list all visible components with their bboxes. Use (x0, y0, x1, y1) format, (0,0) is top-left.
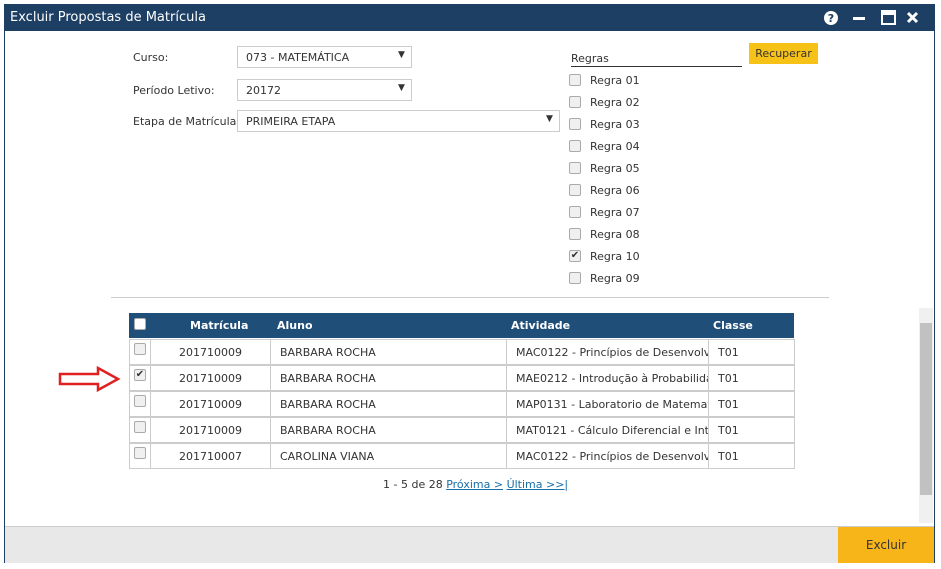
rule-checkbox[interactable] (569, 118, 581, 130)
select-arrow: ▼ (398, 50, 405, 60)
field-label: Etapa de Matrícula: (133, 115, 241, 128)
field-label: Curso: (133, 51, 169, 64)
table-cell: T01 (708, 339, 795, 365)
table-cell: T01 (708, 391, 795, 417)
row-checkbox[interactable] (134, 421, 146, 433)
minimize-button[interactable] (853, 17, 865, 20)
table-cell: BARBARA ROCHA (270, 365, 507, 391)
window-controls: ? (824, 10, 919, 25)
rule-label: Regra 07 (590, 206, 640, 219)
table-cell: T01 (708, 365, 795, 391)
table-cell: MAT0121 - Cálculo Diferencial e Integra (506, 417, 709, 443)
row-checkbox[interactable]: ✔ (134, 369, 146, 381)
table-header (129, 313, 794, 338)
separator (111, 297, 829, 298)
recover-button[interactable]: Recuperar (749, 43, 818, 64)
column-header: Classe (713, 319, 753, 332)
rule-label: Regra 10 (590, 250, 640, 263)
table-cell: MAC0122 - Princípios de Desenvolvimer (506, 339, 709, 365)
select-arrow: ▼ (398, 83, 405, 93)
select[interactable]: 20172 (237, 79, 412, 101)
footer (5, 526, 934, 563)
rule-checkbox[interactable]: ✔ (569, 250, 581, 262)
help-button[interactable] (824, 11, 838, 25)
table-cell: 201710007 (150, 443, 271, 469)
rule-checkbox[interactable] (569, 162, 581, 174)
delete-button[interactable]: Excluir (838, 527, 934, 563)
column-header: Atividade (511, 319, 571, 332)
table-cell: BARBARA ROCHA (270, 391, 507, 417)
rule-label: Regra 05 (590, 162, 640, 175)
table-cell: 201710009 (150, 417, 271, 443)
rule-label: Regra 06 (590, 184, 640, 197)
select[interactable]: PRIMEIRA ETAPA (237, 110, 560, 132)
column-header: Aluno (277, 319, 313, 332)
rule-checkbox[interactable] (569, 206, 581, 218)
scrollbar-thumb[interactable] (920, 323, 932, 495)
rule-checkbox[interactable] (569, 228, 581, 240)
field-label: Período Letivo: (133, 84, 215, 97)
rule-label: Regra 02 (590, 96, 640, 109)
table-cell: BARBARA ROCHA (270, 339, 507, 365)
table-cell: MAC0122 - Princípios de Desenvolvimer (506, 443, 709, 469)
svg-text:?: ? (828, 12, 834, 25)
title-bar: Excluir Propostas de Matrícula (4, 4, 935, 31)
rule-checkbox[interactable] (569, 74, 581, 86)
table-cell: 201710009 (150, 365, 271, 391)
pagination: 1 - 5 de 28 Próxima > Última >>| (383, 478, 568, 491)
table-cell: BARBARA ROCHA (270, 417, 507, 443)
table-cell: T01 (708, 417, 795, 443)
rule-label: Regra 03 (590, 118, 640, 131)
rule-checkbox[interactable] (569, 272, 581, 284)
table-cell: MAE0212 - Introdução à Probabilidade e (506, 365, 709, 391)
close-button[interactable] (906, 11, 919, 24)
rule-checkbox[interactable] (569, 96, 581, 108)
table-cell: MAP0131 - Laboratorio de Matematica A (506, 391, 709, 417)
next-link[interactable]: Próxima > (446, 478, 504, 491)
last-link[interactable]: Última >>| (506, 478, 569, 491)
rule-label: Regra 04 (590, 140, 640, 153)
rule-label: Regra 09 (590, 272, 640, 285)
column-header: Matrícula (190, 319, 249, 332)
table-cell: 201710009 (150, 391, 271, 417)
row-checkbox[interactable] (134, 395, 146, 407)
window-title: Excluir Propostas de Matrícula (10, 10, 206, 25)
red-arrow (58, 366, 121, 392)
select[interactable]: 073 - MATEMÁTICA (237, 46, 412, 68)
table-cell: CAROLINA VIANA (270, 443, 507, 469)
row-checkbox[interactable] (134, 447, 146, 459)
table-cell: T01 (708, 443, 795, 469)
rule-checkbox[interactable] (569, 184, 581, 196)
page-summary: 1 - 5 de 28 (383, 478, 443, 491)
rules-title: Regras (571, 52, 742, 67)
row-checkbox[interactable] (134, 343, 146, 355)
select-arrow: ▼ (546, 114, 553, 124)
rule-label: Regra 01 (590, 74, 640, 87)
table-cell: 201710009 (150, 339, 271, 365)
select-all-checkbox[interactable] (134, 318, 146, 330)
rule-label: Regra 08 (590, 228, 640, 241)
rule-checkbox[interactable] (569, 140, 581, 152)
